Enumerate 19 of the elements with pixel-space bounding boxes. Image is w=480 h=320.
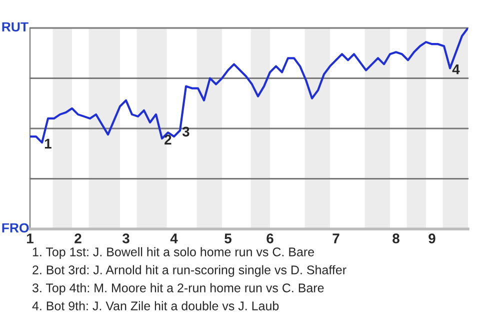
x-tick-label: 1	[27, 234, 34, 244]
text: RUT	[2, 22, 28, 32]
x-tick-label: 8	[392, 234, 400, 244]
x-tick-label: 9	[428, 234, 436, 244]
annotation: 4	[452, 64, 460, 74]
text: 2. Bot 3rd: J. Arnold hit a run-scoring single vs D. Shaffer	[32, 265, 346, 277]
x-tick-label: 4	[170, 234, 178, 244]
annotation: 3	[182, 126, 190, 137]
x-tick-label: 5	[224, 234, 232, 244]
text: 1. Top 1st: J. Bowell hit a solo home run vs C. Bare	[32, 247, 314, 259]
x-tick-label: 7	[332, 234, 340, 244]
annotation: 2	[164, 134, 172, 144]
x-tick-label: 2	[74, 234, 82, 244]
text: 4. Bot 9th: J. Van Zile hit a double vs J. Laub	[32, 301, 279, 310]
text: 3. Top 4th: M. Moore hit a 2-run home run vs C. Bare	[32, 283, 324, 295]
annotation: 1	[44, 138, 52, 148]
text: FRO	[2, 223, 29, 233]
x-tick-label: 6	[266, 234, 274, 244]
x-tick-label: 3	[122, 234, 130, 244]
